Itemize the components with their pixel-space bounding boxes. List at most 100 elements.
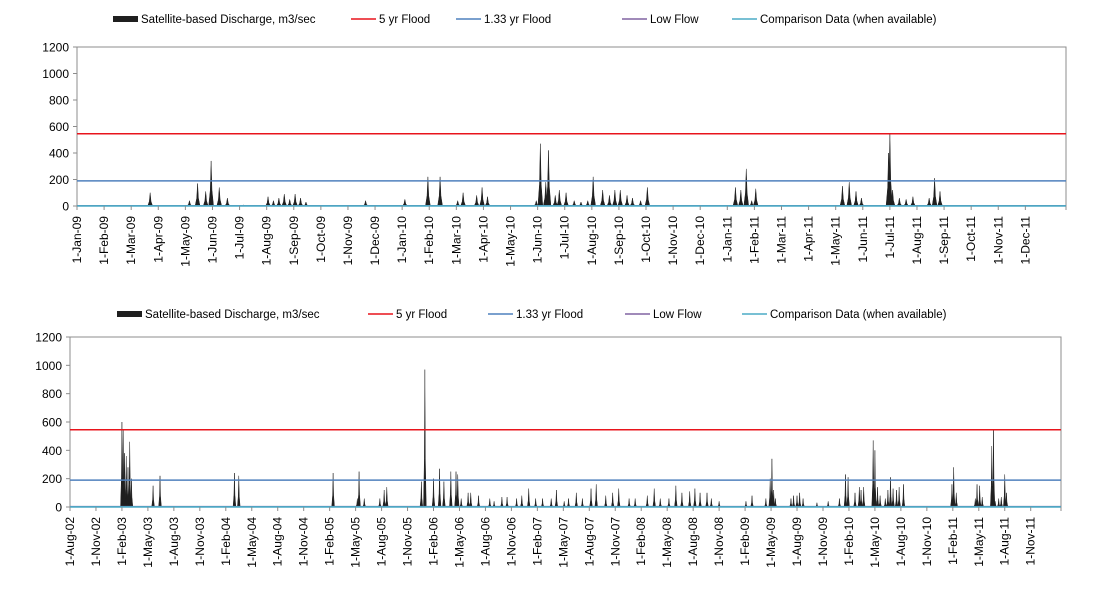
x-tick-label: 1-Apr-11 [802,216,816,262]
y-tick-label: 1000 [35,359,62,373]
y-tick-label: 600 [42,416,62,430]
x-tick-label: 1-May-06 [452,517,466,568]
x-tick-label: 1-Mar-11 [774,216,788,264]
x-tick-label: 1-Feb-09 [97,216,111,265]
plot-frame [76,46,1067,207]
x-tick-label: 1-Feb-04 [219,517,233,566]
y-tick-label: 800 [42,387,62,401]
x-tick-label: 1-Mar-09 [124,216,138,265]
x-tick-label: 1-Feb-03 [115,517,129,566]
x-tick-label: 1-Aug-11 [910,216,924,265]
x-tick-label: 1-Jan-09 [70,216,84,264]
y-tick-label: 600 [49,120,69,134]
x-tick-label: 1-Feb-10 [842,517,856,566]
x-tick-label: 1-Jul-11 [883,216,897,259]
x-tick-label: 1-Oct-09 [314,216,328,263]
legend: Satellite-based Discharge, m3/sec 5 yr F… [117,309,947,321]
y-tick-label: 0 [62,200,69,214]
y-tick-label: 200 [42,472,62,486]
legend: Satellite-based Discharge, m3/sec 5 yr F… [113,14,937,26]
x-tick-label: 1-Aug-07 [582,517,596,567]
x-tick-label: 1-Dec-11 [1018,216,1032,265]
legend-label-1-33yr-flood: 1.33 yr Flood [516,309,583,321]
y-tick-label: 800 [49,94,69,108]
x-tick-label: 1-Apr-09 [151,216,165,263]
y-tick-label: 0 [55,501,62,515]
legend-swatch-discharge [113,16,138,22]
x-tick-label: 1-Feb-11 [946,517,960,565]
x-tick-label: 1-Jan-10 [395,216,409,264]
x-tick-label: 1-May-08 [660,517,674,568]
x-tick-label: 1-May-11 [829,216,843,266]
legend-label-1-33yr-flood: 1.33 yr Flood [484,14,551,26]
x-tick-label: 1-Feb-11 [747,216,761,264]
x-tick-label: 1-Jun-09 [205,216,219,264]
x-tick-label: 1-Jun-11 [856,216,870,263]
x-tick-label: 1-May-05 [349,517,363,568]
chart-2009-2011: Satellite-based Discharge, m3/sec 5 yr F… [42,14,1067,267]
x-tick-label: 1-Aug-06 [478,517,492,567]
x-tick-label: 1-Aug-05 [375,517,389,567]
x-tick-label: 1-May-10 [504,216,518,267]
x-tick-label: 1-Nov-09 [816,517,830,567]
x-tick-label: 1-Nov-11 [991,216,1005,265]
x-tick-label: 1-Feb-10 [422,216,436,265]
legend-swatch-discharge [117,311,142,317]
x-tick-label: 1-Dec-09 [368,216,382,266]
x-tick-label: 1-Feb-06 [427,517,441,566]
x-tick-label: 1-Jul-10 [558,216,572,260]
chart-2002-2011: Satellite-based Discharge, m3/sec 5 yr F… [35,309,1062,568]
x-tick-label: 1-Aug-03 [167,517,181,567]
legend-label-low-flow: Low Flow [650,14,699,26]
x-tick-label: 1-Feb-05 [323,517,337,566]
legend-label-discharge: Satellite-based Discharge, m3/sec [141,14,316,26]
legend-label-5yr-flood: 5 yr Flood [396,309,447,321]
y-tick-label: 1200 [35,331,62,345]
y-tick-label: 200 [49,173,69,187]
plot-area: 0 200 400 600 800 1000 1200 1-Aug-02 1-Nov-02 1-F… [35,331,1062,568]
x-tick-label: 1-Nov-05 [401,517,415,567]
legend-label-comparison: Comparison Data (when available) [770,309,947,321]
legend-label-comparison: Comparison Data (when available) [760,14,937,26]
x-tick-label: 1-Nov-06 [504,517,518,567]
x-tick-label: 1-Jun-10 [531,216,545,264]
x-tick-label: 1-May-04 [245,517,259,568]
x-tick-label: 1-May-09 [764,517,778,568]
x-tick-label: 1-Aug-10 [894,517,908,567]
x-tick-label: 1-Aug-09 [790,517,804,567]
x-tick-label: 1-Mar-10 [449,216,463,265]
x-tick-label: 1-Aug-04 [271,517,285,567]
x-tick-label: 1-Nov-11 [1024,517,1038,566]
x-tick-label: 1-Aug-11 [998,517,1012,566]
y-tick-label: 1000 [42,67,69,81]
x-tick-label: 1-Apr-10 [476,216,490,263]
x-tick-label: 1-May-11 [972,517,986,567]
y-tick-label: 400 [42,444,62,458]
x-tick-label: 1-May-09 [178,216,192,267]
x-tick-label: 1-Sep-11 [937,216,951,265]
y-tick-label: 400 [49,147,69,161]
x-tick-label: 1-Dec-10 [693,216,707,266]
x-tick-label: 1-May-07 [556,517,570,568]
x-tick-label: 1-Feb-07 [530,517,544,566]
x-tick-label: 1-May-03 [141,517,155,568]
x-tick-label: 1-Aug-02 [63,517,77,567]
y-tick-label: 1200 [42,41,69,55]
x-tick-label: 1-Aug-09 [260,216,274,266]
x-tick-label: 1-Nov-08 [712,517,726,567]
legend-label-low-flow: Low Flow [653,309,702,321]
x-tick-label: 1-Nov-07 [608,517,622,567]
x-tick-label: 1-Aug-08 [686,517,700,567]
x-tick-label: 1-Nov-03 [193,517,207,567]
x-tick-label: 1-Sep-09 [287,216,301,266]
x-tick-label: 1-Jul-09 [233,216,247,260]
x-tick-label: 1-Feb-09 [738,517,752,566]
x-tick-label: 1-Oct-10 [639,216,653,263]
x-tick-label: 1-Nov-04 [297,517,311,567]
x-tick-label: 1-Sep-10 [612,216,626,266]
x-tick-label: 1-Nov-09 [341,216,355,266]
legend-label-discharge: Satellite-based Discharge, m3/sec [145,309,320,321]
x-tick-label: 1-Nov-02 [89,517,103,567]
x-tick-label: 1-Nov-10 [666,216,680,266]
